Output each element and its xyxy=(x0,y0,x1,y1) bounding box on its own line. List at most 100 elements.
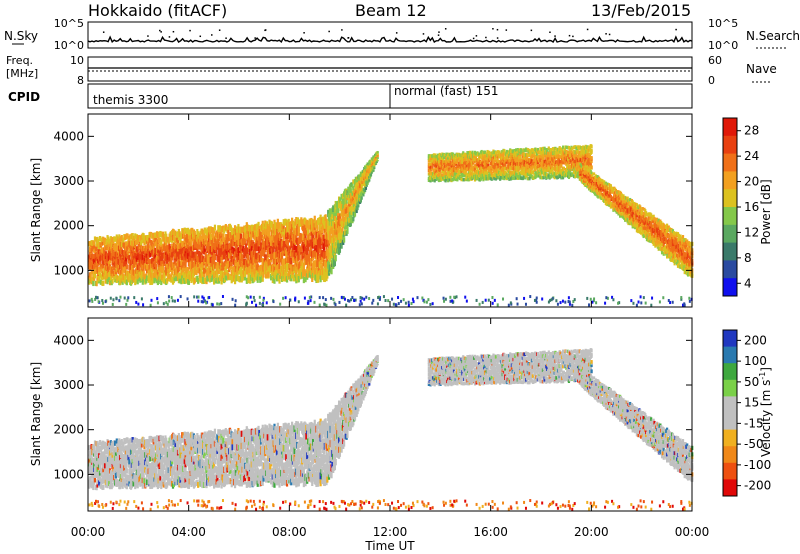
power-cell xyxy=(327,209,330,218)
power-cell xyxy=(229,263,232,270)
power-cell xyxy=(98,256,102,262)
power-cell xyxy=(125,279,128,286)
power-cell xyxy=(95,241,98,247)
power-cell xyxy=(367,174,370,177)
power-cell xyxy=(462,164,465,168)
power-cell xyxy=(483,157,486,162)
power-cell xyxy=(248,270,251,277)
power-cell xyxy=(358,180,361,184)
power-cell xyxy=(598,194,602,197)
nsky-point xyxy=(102,31,105,33)
power-cell xyxy=(98,235,102,242)
power-cell xyxy=(180,233,183,239)
power-cell xyxy=(102,236,105,242)
power-cell xyxy=(98,272,102,278)
power-cell xyxy=(351,183,354,189)
power-cell xyxy=(190,236,193,243)
power-cell xyxy=(600,181,603,185)
power-cell xyxy=(332,231,335,238)
power-cell xyxy=(560,162,563,167)
power-cell xyxy=(161,231,165,238)
power-cell xyxy=(136,235,139,241)
power-cell xyxy=(270,235,273,242)
power-cell xyxy=(233,239,237,246)
power-cell xyxy=(155,235,158,242)
power-cell xyxy=(308,232,311,240)
power-cell xyxy=(373,167,376,170)
power-cell xyxy=(181,278,185,284)
cpid-label: CPID xyxy=(8,90,40,104)
power-cell xyxy=(197,232,201,239)
power-cell xyxy=(502,152,505,156)
power-cell xyxy=(259,255,263,263)
power-cell xyxy=(514,156,518,161)
power-cell xyxy=(551,167,554,172)
nsky-point xyxy=(496,28,499,31)
power-cell xyxy=(108,261,111,267)
power-cell xyxy=(433,179,436,183)
power-cell xyxy=(265,260,268,267)
power-cell xyxy=(546,163,549,167)
power-cell xyxy=(509,159,512,163)
power-cell xyxy=(329,250,332,258)
power-cell xyxy=(580,165,583,168)
power-cell xyxy=(553,175,556,180)
freq-label-1: Freq. xyxy=(6,54,33,67)
nsky-point xyxy=(303,32,305,34)
power-cell xyxy=(499,172,503,176)
power-cell xyxy=(124,256,128,262)
nsky-point xyxy=(505,29,508,31)
power-cell xyxy=(436,175,440,180)
power-cell xyxy=(200,246,203,253)
power-cell xyxy=(562,166,566,171)
power-cell xyxy=(266,230,269,237)
power-cell xyxy=(332,236,336,244)
power-cell xyxy=(203,248,206,255)
power-cell xyxy=(191,227,194,234)
nave-tick-top: 60 xyxy=(708,54,722,67)
power-cell xyxy=(202,256,205,262)
power-cell xyxy=(247,257,250,264)
nsky-point xyxy=(347,37,349,39)
power-cell xyxy=(275,268,279,276)
power-cell xyxy=(207,244,210,251)
power-cell xyxy=(510,162,513,166)
power-cell xyxy=(345,216,348,222)
power-cell xyxy=(285,270,288,277)
power-cell xyxy=(88,250,92,256)
power-cell xyxy=(95,245,98,251)
power-cell xyxy=(376,154,379,157)
power-cell xyxy=(107,267,110,274)
power-cell xyxy=(494,158,497,163)
nsky-point xyxy=(549,31,551,34)
power-cell xyxy=(182,261,185,267)
nsky-point xyxy=(341,29,343,31)
freq-tick-top: 10 xyxy=(70,54,84,67)
power-cell xyxy=(330,267,333,275)
nsky-tick-top: 10^5 xyxy=(54,17,84,30)
power-cell xyxy=(222,233,225,240)
power-cell xyxy=(359,199,362,203)
power-cell xyxy=(297,224,300,232)
power-cell xyxy=(303,223,306,231)
power-cell xyxy=(184,245,187,252)
power-cell xyxy=(247,254,250,261)
power-cell xyxy=(328,245,331,253)
power-cell xyxy=(369,173,373,176)
power-cell xyxy=(262,271,265,278)
power-cell xyxy=(304,253,307,261)
power-cell xyxy=(266,223,269,231)
power-cell xyxy=(89,276,92,282)
power-cell xyxy=(198,251,201,258)
power-cell xyxy=(561,145,565,150)
power-cell xyxy=(556,175,560,179)
power-cell xyxy=(199,235,202,242)
power-cell xyxy=(263,250,266,258)
power-cell xyxy=(275,234,278,242)
power-cell xyxy=(335,209,338,216)
power-cell xyxy=(114,236,117,242)
power-cell xyxy=(201,271,204,278)
power-cell xyxy=(338,213,342,220)
nave-label: Nave xyxy=(746,62,777,76)
power-cell xyxy=(111,272,114,278)
